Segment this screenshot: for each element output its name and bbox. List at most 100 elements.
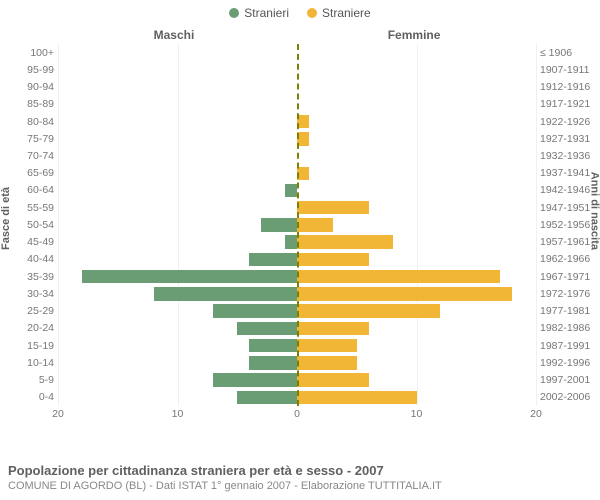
- bar-half-male: [58, 234, 297, 251]
- bar-half-female: [297, 389, 536, 406]
- bar-female: [297, 201, 369, 214]
- age-label: 5-9: [6, 374, 54, 386]
- bar-female: [297, 253, 369, 266]
- bar-half-female: [297, 216, 536, 233]
- age-label: 75-79: [6, 133, 54, 145]
- bar-half-female: [297, 147, 536, 164]
- birth-year-label: 1922-1926: [540, 116, 598, 128]
- age-label: 30-34: [6, 288, 54, 300]
- bar-half-male: [58, 337, 297, 354]
- x-tick: 20: [530, 408, 542, 420]
- bar-female: [297, 339, 357, 352]
- bar-half-female: [297, 78, 536, 95]
- bar-half-female: [297, 371, 536, 388]
- bar-half-female: [297, 44, 536, 61]
- birth-year-label: 1932-1936: [540, 150, 598, 162]
- bar-female: [297, 287, 512, 300]
- birth-year-label: 1967-1971: [540, 271, 598, 283]
- age-label: 45-49: [6, 236, 54, 248]
- bar-half-male: [58, 113, 297, 130]
- age-label: 0-4: [6, 391, 54, 403]
- bar-half-male: [58, 285, 297, 302]
- swatch-male: [229, 8, 239, 18]
- bar-male: [154, 287, 297, 300]
- bar-male: [237, 391, 297, 404]
- chart-title: Popolazione per cittadinanza straniera p…: [8, 463, 592, 478]
- age-label: 20-24: [6, 322, 54, 334]
- swatch-female: [307, 8, 317, 18]
- bar-half-female: [297, 320, 536, 337]
- bar-half-male: [58, 354, 297, 371]
- bar-female: [297, 322, 369, 335]
- legend-item-male: Stranieri: [229, 6, 289, 20]
- bar-half-male: [58, 251, 297, 268]
- population-pyramid-chart: Stranieri Straniere Fasce di età Anni di…: [0, 0, 600, 500]
- age-label: 65-69: [6, 167, 54, 179]
- legend-label-male: Stranieri: [244, 6, 289, 20]
- bar-half-male: [58, 216, 297, 233]
- gridline: [536, 44, 537, 406]
- chart-subtitle: COMUNE DI AGORDO (BL) - Dati ISTAT 1° ge…: [8, 480, 592, 492]
- bar-half-male: [58, 389, 297, 406]
- bar-half-female: [297, 182, 536, 199]
- bar-half-male: [58, 371, 297, 388]
- bar-male: [249, 339, 297, 352]
- birth-year-label: 1982-1986: [540, 322, 598, 334]
- birth-year-label: 1962-1966: [540, 253, 598, 265]
- bar-half-female: [297, 96, 536, 113]
- bar-male: [213, 373, 297, 386]
- birth-year-label: 1977-1981: [540, 305, 598, 317]
- bar-female: [297, 356, 357, 369]
- birth-year-label: 1997-2001: [540, 374, 598, 386]
- bar-half-male: [58, 96, 297, 113]
- bar-female: [297, 373, 369, 386]
- bar-half-female: [297, 268, 536, 285]
- birth-year-label: 1912-1916: [540, 81, 598, 93]
- bar-male: [237, 322, 297, 335]
- bar-half-female: [297, 285, 536, 302]
- bar-half-female: [297, 234, 536, 251]
- birth-year-label: 1942-1946: [540, 184, 598, 196]
- chart-footer: Popolazione per cittadinanza straniera p…: [8, 463, 592, 492]
- bar-half-female: [297, 113, 536, 130]
- age-label: 15-19: [6, 340, 54, 352]
- bar-male: [249, 356, 297, 369]
- bar-half-male: [58, 61, 297, 78]
- bar-half-male: [58, 320, 297, 337]
- bar-half-male: [58, 78, 297, 95]
- bar-female: [297, 304, 440, 317]
- birth-year-label: 1952-1956: [540, 219, 598, 231]
- birth-year-label: 1947-1951: [540, 202, 598, 214]
- plot-area: Maschi Femmine 100+≤ 190695-991907-19119…: [58, 30, 536, 424]
- birth-year-label: 1957-1961: [540, 236, 598, 248]
- birth-year-label: 1927-1931: [540, 133, 598, 145]
- bar-male: [82, 270, 297, 283]
- age-label: 10-14: [6, 357, 54, 369]
- bar-female: [297, 270, 500, 283]
- age-label: 85-89: [6, 98, 54, 110]
- bar-male: [249, 253, 297, 266]
- x-tick: 0: [294, 408, 300, 420]
- bar-male: [213, 304, 297, 317]
- birth-year-label: ≤ 1906: [540, 47, 598, 59]
- bar-half-male: [58, 44, 297, 61]
- age-label: 50-54: [6, 219, 54, 231]
- age-label: 100+: [6, 47, 54, 59]
- age-label: 80-84: [6, 116, 54, 128]
- bar-half-male: [58, 165, 297, 182]
- bar-half-male: [58, 182, 297, 199]
- bar-half-female: [297, 130, 536, 147]
- bar-half-male: [58, 199, 297, 216]
- legend-label-female: Straniere: [322, 6, 371, 20]
- bar-half-female: [297, 354, 536, 371]
- bar-half-male: [58, 303, 297, 320]
- birth-year-label: 1917-1921: [540, 98, 598, 110]
- bar-male: [285, 184, 297, 197]
- age-label: 25-29: [6, 305, 54, 317]
- bar-half-male: [58, 147, 297, 164]
- age-label: 60-64: [6, 184, 54, 196]
- bar-female: [297, 235, 393, 248]
- x-tick: 10: [172, 408, 184, 420]
- bar-half-female: [297, 303, 536, 320]
- legend-item-female: Straniere: [307, 6, 371, 20]
